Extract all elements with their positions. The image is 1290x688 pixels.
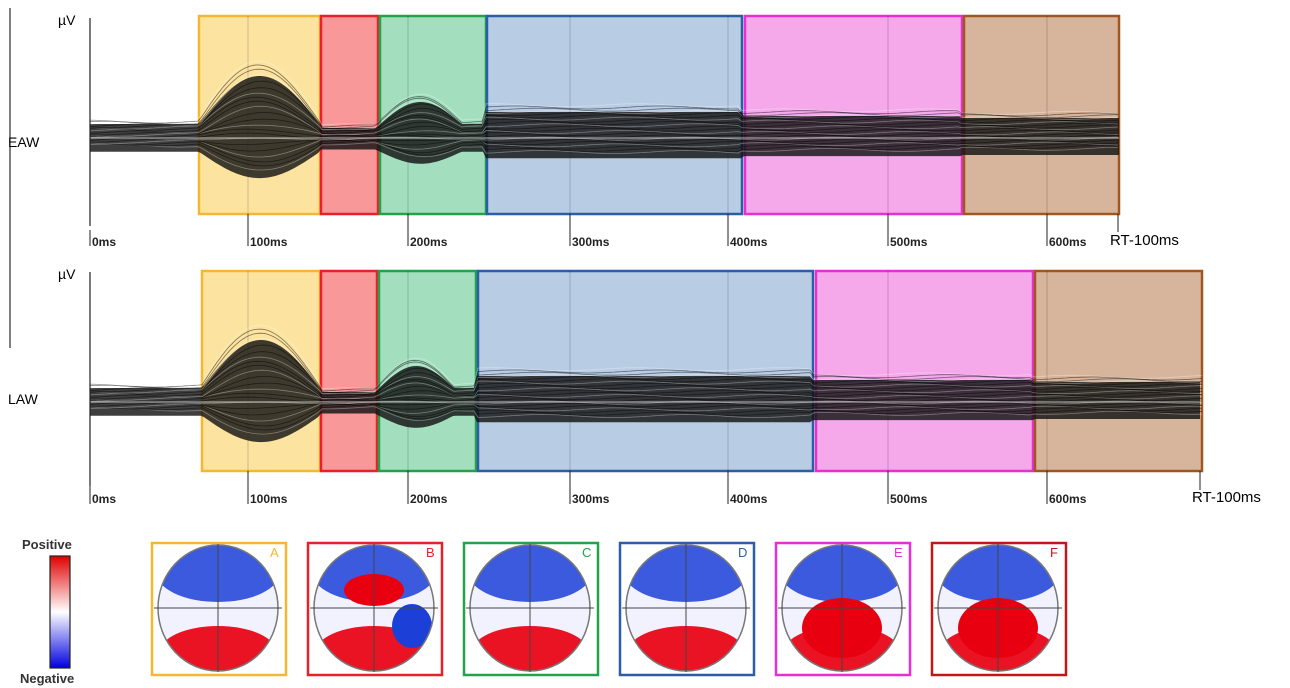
waveform-trace <box>89 142 1119 171</box>
row-label: EAW <box>8 134 40 150</box>
microstate-box-f <box>1033 269 1204 473</box>
topomap-label: F <box>1050 545 1058 560</box>
topomap-label: E <box>894 545 903 560</box>
topographic-maps: A B C D E F <box>150 541 1068 677</box>
erp-row-eaw: µV EAW 0ms 100ms 200ms 300ms 400ms 500ms… <box>8 12 1179 249</box>
waveform-trace <box>89 60 1119 126</box>
tick-label: 500ms <box>890 492 928 506</box>
tick-label: 100ms <box>250 235 288 249</box>
waveform-trace <box>89 369 1202 400</box>
waveform-trace <box>89 344 1203 395</box>
waveform-trace <box>89 402 1202 422</box>
waveform-trace <box>89 68 1118 130</box>
waveform-trace <box>89 402 1203 416</box>
waveform-trace <box>89 356 1203 395</box>
microstate-box-e <box>814 269 1035 473</box>
tick-label: 500ms <box>890 235 928 249</box>
x-axis-ticks: 0ms 100ms 200ms 300ms 400ms 500ms 600ms … <box>89 214 1179 249</box>
tick-label: 400ms <box>730 235 768 249</box>
microstate-box-b <box>319 14 380 216</box>
waveform-trace <box>89 74 1119 130</box>
waveform-trace <box>89 118 1119 137</box>
waveform-trace <box>89 332 1203 394</box>
waveform-trace <box>89 64 1119 128</box>
waveform-trace <box>89 324 1203 390</box>
colorbar: Positive Negative <box>20 537 74 686</box>
waveform-trace <box>89 382 1203 401</box>
colorbar-bottom-label: Negative <box>20 671 74 686</box>
rt-end-label: RT-100ms <box>1110 232 1179 249</box>
waveform-trace <box>89 351 1203 396</box>
waveform-trace <box>89 100 1119 135</box>
waveform-trace <box>89 138 1119 158</box>
waveform-trace <box>89 128 1119 138</box>
waveform-trace <box>89 403 1203 427</box>
tick-label: 200ms <box>410 492 448 506</box>
tick-label: 600ms <box>1049 235 1087 249</box>
waveform-trace <box>89 406 1203 435</box>
topomap-c: C <box>462 541 600 677</box>
waveform-trace <box>89 92 1119 131</box>
waveform-trace <box>89 105 1119 136</box>
colorbar-gradient-bar <box>49 555 71 669</box>
waveform-trace <box>89 375 1203 400</box>
topomap-label: D <box>738 545 747 560</box>
topomap-label: C <box>582 545 591 560</box>
topomap-label: B <box>426 545 435 560</box>
waveform-trace <box>89 328 1203 392</box>
waveform-trace <box>89 338 1203 394</box>
microstate-box-b <box>319 269 379 473</box>
x-axis-ticks: 0ms 100ms 200ms 300ms 400ms 500ms 600ms … <box>89 471 1261 506</box>
topomap-f: F <box>930 541 1068 677</box>
tick-label: 300ms <box>572 235 610 249</box>
waveform-trace <box>89 401 1203 409</box>
waveform-trace <box>89 364 1203 399</box>
y-axis-unit: µV <box>58 266 76 282</box>
waveform-trace <box>89 138 1119 152</box>
waveform-trace <box>89 96 1119 133</box>
tick-label: 400ms <box>730 492 768 506</box>
waveform-trace <box>89 80 1119 131</box>
topomap-label: A <box>270 545 279 560</box>
rt-end-label: RT-100ms <box>1192 489 1261 506</box>
waveform-trace <box>89 124 1119 137</box>
erp-waveforms <box>89 324 1203 443</box>
waveform-trace <box>89 87 1119 132</box>
waveform-trace <box>89 139 1119 163</box>
waveform-trace <box>89 137 1119 146</box>
microstate-box-d <box>476 269 815 473</box>
waveform-trace <box>89 404 1203 431</box>
waveform-trace <box>89 388 1202 401</box>
tick-label: 300ms <box>572 492 610 506</box>
erp-waveforms <box>89 60 1119 179</box>
tick-label: 200ms <box>410 235 448 249</box>
waveform-trace <box>89 360 1203 397</box>
tick-label: 0ms <box>92 492 116 506</box>
waveform-trace <box>89 392 1203 402</box>
waveform-trace <box>89 112 1119 136</box>
topomap-d: D <box>618 541 756 677</box>
tick-label: 0ms <box>92 235 116 249</box>
topomap-a: A <box>150 541 288 677</box>
topomap-b: B <box>306 541 444 677</box>
topomap-e: E <box>774 541 912 677</box>
waveform-band <box>90 340 1200 443</box>
tick-label: 600ms <box>1049 492 1087 506</box>
tick-label: 100ms <box>250 492 288 506</box>
y-axis-unit: µV <box>58 12 76 28</box>
row-label: LAW <box>8 391 39 407</box>
colorbar-top-label: Positive <box>22 537 72 552</box>
erp-row-law: µV LAW 0ms 100ms 200ms 300ms 400ms 500ms… <box>8 266 1261 506</box>
waveform-trace <box>89 140 1119 167</box>
